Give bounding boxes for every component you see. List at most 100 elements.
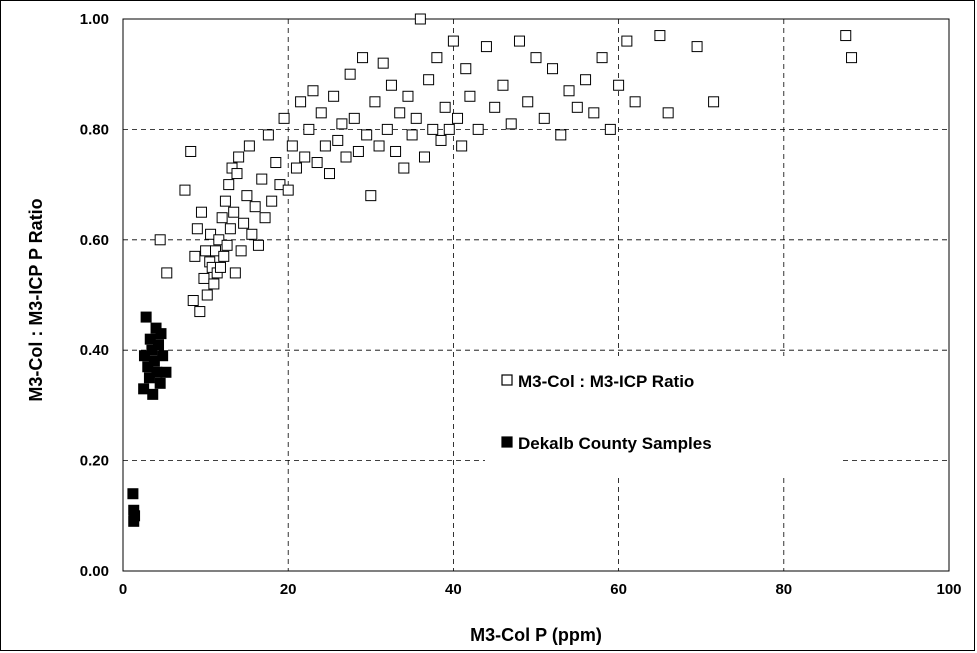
ratio-data-point: [580, 74, 592, 86]
ratio-data-point: [505, 118, 517, 130]
ratio-data-point: [216, 212, 228, 224]
ratio-data-point: [418, 151, 430, 163]
ratio-data-point: [452, 112, 464, 124]
ratio-data-point: [299, 151, 311, 163]
ratio-data-point: [221, 239, 233, 251]
y-tick-label: 0.60: [80, 232, 109, 249]
ratio-data-point: [210, 245, 222, 257]
ratio-data-point: [213, 234, 225, 246]
dekalb-data-point: [154, 377, 166, 389]
dekalb-data-point: [138, 383, 150, 395]
ratio-data-point: [708, 96, 720, 108]
dekalb-data-point: [148, 355, 160, 367]
ratio-data-point: [377, 57, 389, 69]
dekalb-data-point: [151, 366, 163, 378]
ratio-data-point: [571, 101, 583, 113]
ratio-data-point: [361, 129, 373, 141]
ratio-data-point: [604, 123, 616, 135]
x-tick-label: 40: [445, 581, 462, 598]
legend-box: [485, 356, 840, 476]
ratio-data-point: [319, 140, 331, 152]
ratio-data-point: [369, 96, 381, 108]
ratio-data-point: [447, 35, 459, 47]
dekalb-data-point: [144, 333, 156, 345]
ratio-data-point: [691, 41, 703, 53]
ratio-data-point: [252, 239, 264, 251]
x-tick-label: 0: [119, 581, 127, 598]
x-axis-title: M3-Col P (ppm): [470, 625, 602, 645]
ratio-data-point: [231, 168, 243, 180]
ratio-data-point: [241, 190, 253, 202]
ratio-data-point: [219, 195, 231, 207]
dekalb-data-point: [142, 361, 154, 373]
ratio-data-point: [185, 145, 197, 157]
ratio-data-point: [629, 96, 641, 108]
ratio-data-point: [274, 179, 286, 191]
ratio-data-point: [270, 157, 282, 169]
dekalb-data-point: [157, 350, 169, 362]
y-axis-ticks: 0.00 0.20 0.40 0.60 0.80 1.00: [80, 11, 109, 580]
ratio-data-point: [513, 35, 525, 47]
ratio-data-point: [402, 90, 414, 102]
ratio-data-point: [348, 112, 360, 124]
ratio-data-point: [290, 162, 302, 174]
ratio-data-point: [662, 107, 674, 119]
ratio-data-point: [154, 234, 166, 246]
ratio-data-point: [530, 52, 542, 64]
ratio-data-point: [613, 79, 625, 91]
ratio-data-point: [179, 184, 191, 196]
ratio-data-point: [238, 217, 250, 229]
dekalb-data-point: [129, 510, 141, 522]
ratio-data-point: [464, 90, 476, 102]
ratio-data-point: [410, 112, 422, 124]
ratio-data-point: [390, 145, 402, 157]
ratio-data-point: [218, 250, 230, 262]
ratio-data-point: [340, 151, 352, 163]
dekalb-data-point: [146, 344, 158, 356]
x-tick-label: 20: [280, 581, 297, 598]
ratio-data-point: [187, 295, 199, 307]
ratio-data-point: [249, 201, 261, 213]
dekalb-data-point: [147, 388, 159, 400]
ratio-data-point: [195, 206, 207, 218]
y-tick-label: 0.40: [80, 342, 109, 359]
ratio-data-point: [489, 101, 501, 113]
ratio-data-point: [224, 223, 236, 235]
ratio-data-point: [194, 306, 206, 318]
ratio-data-point: [214, 261, 226, 273]
y-tick-label: 0.00: [80, 563, 109, 580]
ratio-data-point: [201, 289, 213, 301]
dekalb-data-point: [160, 366, 172, 378]
dekalb-data-point: [153, 339, 165, 351]
ratio-data-point: [324, 168, 335, 180]
ratio-data-point: [538, 112, 550, 124]
legend-marker-filled-square: [501, 436, 513, 448]
ratio-data-point: [235, 245, 247, 257]
x-tick-label: 80: [775, 581, 792, 598]
ratio-data-point: [328, 90, 340, 102]
y-axis-title: M3-Col : M3-ICP P Ratio: [26, 198, 46, 401]
ratio-data-point: [256, 173, 268, 185]
ratio-data-point: [357, 52, 369, 64]
ratio-data-point: [307, 85, 319, 97]
ratio-data-point: [223, 179, 235, 191]
dekalb-data-point: [143, 372, 155, 384]
x-tick-label: 100: [936, 581, 961, 598]
ratio-data-point: [596, 52, 608, 64]
dekalb-data-point: [127, 488, 139, 500]
ratio-data-point: [480, 41, 492, 53]
plot-area: [122, 18, 950, 572]
ratio-data-point: [352, 145, 364, 157]
ratio-data-point: [208, 278, 220, 290]
legend-label-ratio: M3-Col : M3-ICP Ratio: [518, 372, 694, 391]
ratio-data-point: [547, 63, 559, 75]
dekalb-data-point: [140, 311, 152, 323]
ratio-data-point: [243, 140, 255, 152]
x-tick-label: 60: [610, 581, 627, 598]
ratio-data-point: [522, 96, 534, 108]
ratio-data-point: [161, 267, 173, 279]
ratio-data-point: [198, 272, 210, 284]
ratio-data-point: [497, 79, 509, 91]
ratio-data-point: [344, 68, 356, 80]
